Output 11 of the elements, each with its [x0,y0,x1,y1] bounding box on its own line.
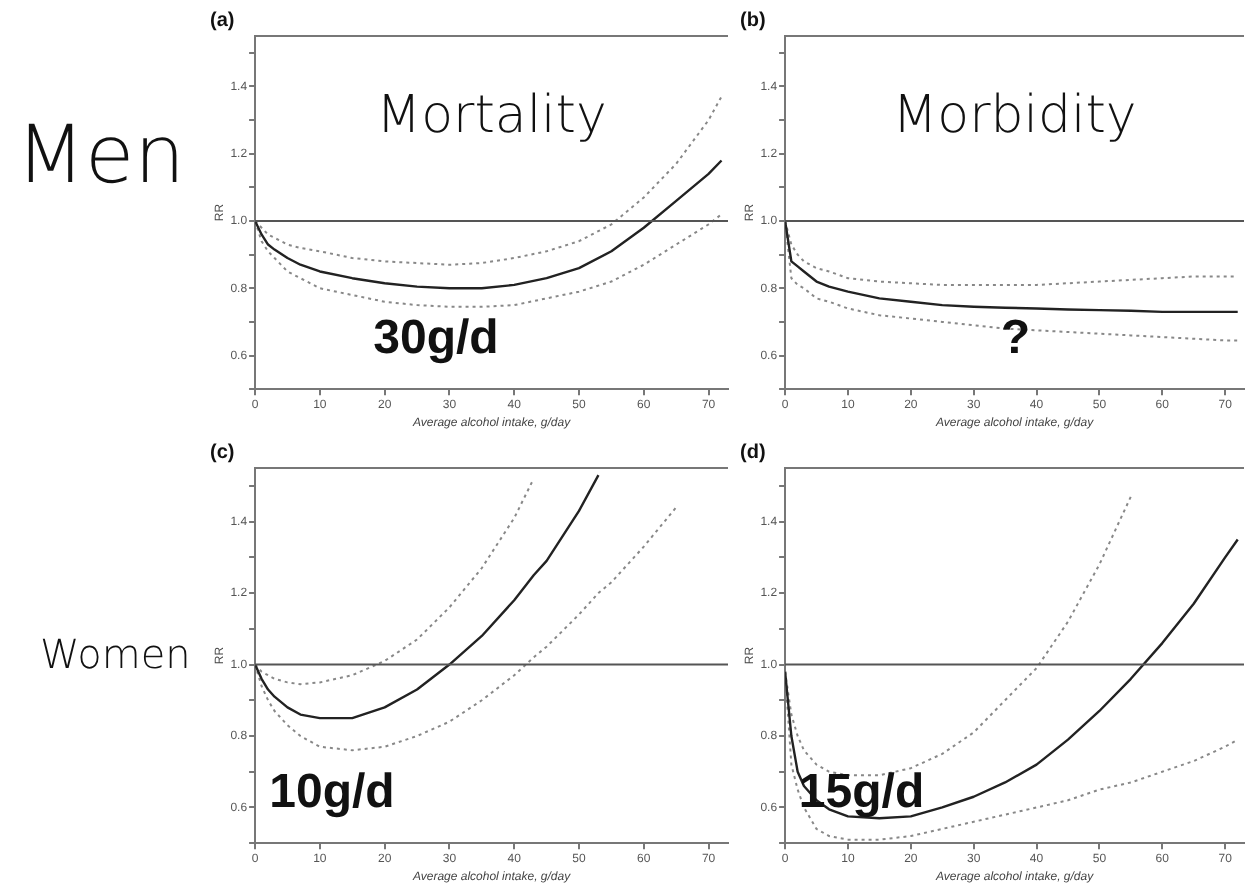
chart-title: (d) [740,441,766,464]
annotation: ? [1000,311,1031,366]
annotation: Mortality [376,86,607,146]
chart-title: (c) [210,441,235,464]
chart-title: (a) [210,9,235,32]
text: Men [16,110,185,202]
chart-title: (b) [740,9,766,32]
annotation: 30g/d [373,311,499,366]
annotation: 10g/d [269,765,395,820]
text: Women [40,630,191,678]
annotation: Morbidity [892,86,1137,146]
